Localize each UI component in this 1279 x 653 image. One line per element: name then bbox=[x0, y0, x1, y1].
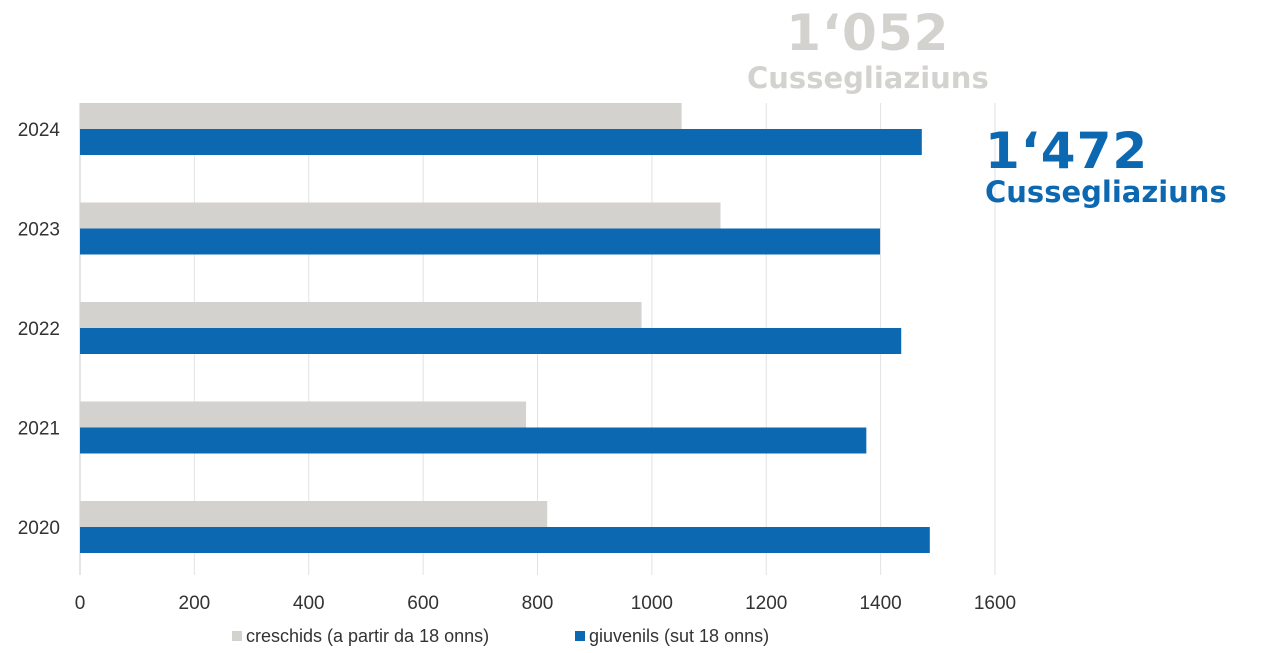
x-tick-labels: 0 200 400 600 800 1000 1200 1400 1600 bbox=[75, 593, 1016, 614]
category-label: 2024 bbox=[18, 120, 61, 141]
x-tick-label: 600 bbox=[407, 593, 439, 614]
x-tick-label: 1400 bbox=[859, 593, 901, 614]
callout-youth-number: 1‘472 bbox=[985, 122, 1149, 180]
legend-label: giuvenils (sut 18 onns) bbox=[589, 626, 769, 646]
callout-youth-label: Cussegliaziuns bbox=[985, 175, 1227, 209]
bar-adults-2022 bbox=[80, 302, 642, 328]
category-labels: 2024 2023 2022 2021 2020 bbox=[18, 120, 61, 539]
legend-swatch bbox=[575, 631, 585, 641]
bar-youth-2021 bbox=[80, 427, 867, 454]
category-label: 2020 bbox=[18, 518, 60, 539]
callout-adults: 1‘052 Cussegliaziuns bbox=[747, 8, 989, 93]
bar-youth-2020 bbox=[80, 527, 930, 553]
bar-adults-2020 bbox=[80, 501, 548, 527]
x-tick-label: 1600 bbox=[974, 593, 1016, 614]
callout-adults-label: Cussegliaziuns bbox=[747, 61, 989, 95]
x-tick-label: 1200 bbox=[745, 593, 787, 614]
category-label: 2022 bbox=[18, 319, 60, 340]
x-tick-label: 400 bbox=[293, 593, 325, 614]
legend-label: creschids (a partir da 18 onns) bbox=[246, 626, 489, 646]
bars bbox=[80, 103, 930, 553]
bar-adults-2024 bbox=[80, 103, 682, 129]
bar-youth-2024 bbox=[80, 129, 922, 155]
x-tick-label: 1000 bbox=[631, 593, 673, 614]
x-tick-label: 800 bbox=[522, 593, 554, 614]
x-tick-label: 200 bbox=[179, 593, 211, 614]
category-label: 2023 bbox=[18, 220, 60, 241]
bar-youth-2023 bbox=[80, 228, 881, 255]
legend: creschids (a partir da 18 onns) giuvenils… bbox=[232, 626, 769, 646]
bar-adults-2023 bbox=[80, 202, 721, 229]
x-tick-label: 0 bbox=[75, 593, 86, 614]
category-label: 2021 bbox=[18, 419, 60, 440]
bar-adults-2021 bbox=[80, 401, 527, 428]
callout-adults-number: 1‘052 bbox=[786, 4, 950, 62]
bar-youth-2022 bbox=[80, 328, 902, 354]
legend-swatch bbox=[232, 631, 242, 641]
callout-youth: 1‘472 Cussegliaziuns bbox=[985, 126, 1227, 207]
